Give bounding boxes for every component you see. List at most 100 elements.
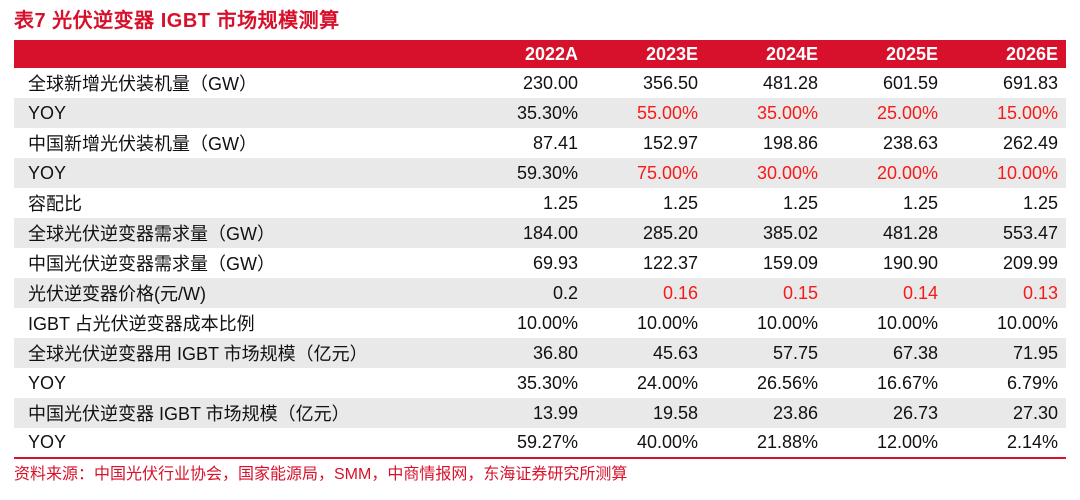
table-row: 全球光伏逆变器用 IGBT 市场规模（亿元） 36.80 45.63 57.75 67.…: [14, 338, 1066, 368]
row-label: 全球光伏逆变器需求量（GW）: [14, 218, 466, 248]
cell-value: 75.00%: [586, 158, 706, 188]
cell-value: 691.83: [1002, 72, 1058, 93]
cell-value: 1.25: [662, 192, 698, 213]
row-label: 容配比: [28, 194, 82, 214]
cell-value: 45.63: [586, 338, 706, 368]
column-header-year: 2025E: [826, 40, 946, 68]
table-title: 表7 光伏逆变器 IGBT 市场规模测算: [14, 10, 340, 32]
cell-value: 190.90: [882, 252, 938, 273]
source-note: 资料来源：中国光伏行业协会，国家能源局，SMM，中商情报网，东海证券研究所测算: [14, 466, 628, 483]
row-label: 全球新增光伏装机量（GW）: [28, 74, 257, 94]
column-header-year: 2022A: [466, 40, 586, 68]
table-row: YOY 35.30% 55.00% 35.00% 25.00% 15.00%: [14, 98, 1066, 128]
cell-value: 10.00%: [756, 312, 818, 333]
table-row: 中国新增光伏装机量（GW） 87.41 152.97 198.86 238.63 262.…: [14, 128, 1066, 158]
cell-value: 13.99: [466, 398, 586, 428]
cell-value: 36.80: [466, 338, 586, 368]
row-label: YOY: [28, 372, 67, 393]
table-row: 光伏逆变器价格(元/W) 0.2 0.16 0.15 0.14 0.13: [14, 278, 1066, 308]
cell-value: 16.67%: [876, 372, 938, 393]
table-row: YOY 35.30% 24.00% 26.56% 16.67% 6.79%: [14, 368, 1066, 398]
cell-value: 1.25: [1022, 192, 1058, 213]
igbt-market-size-table: 2022A 2023E 2024E 2025E 2026E 全球新增光伏装机量（GW） 2…: [14, 40, 1066, 459]
row-label: 全球光伏逆变器用 IGBT 市场规模（亿元）: [14, 338, 466, 368]
cell-value: 385.02: [706, 218, 826, 248]
cell-value: 55.00%: [586, 98, 706, 128]
cell-value: 69.93: [532, 252, 578, 273]
row-label: 中国光伏逆变器 IGBT 市场规模（亿元）: [14, 398, 466, 428]
cell-value: 285.20: [586, 218, 706, 248]
table-row: YOY 59.30% 75.00% 30.00% 20.00% 10.00%: [14, 158, 1066, 188]
row-label: 中国光伏逆变器需求量（GW）: [28, 254, 275, 274]
cell-value: 0.15: [706, 278, 826, 308]
cell-value: 230.00: [522, 72, 578, 93]
cell-value: 21.88%: [756, 432, 818, 452]
cell-value: 67.38: [826, 338, 946, 368]
cell-value: 30.00%: [706, 158, 826, 188]
cell-value: 601.59: [882, 72, 938, 93]
column-header-year: 2026E: [946, 40, 1066, 68]
cell-value: 40.00%: [636, 432, 698, 452]
table-row: 全球光伏逆变器需求量（GW） 184.00 285.20 385.02 481.28 55…: [14, 218, 1066, 248]
column-header-year: 2024E: [706, 40, 826, 68]
cell-value: 35.30%: [516, 372, 578, 393]
cell-value: 6.79%: [1006, 372, 1058, 393]
cell-value: 26.56%: [756, 372, 818, 393]
cell-value: 159.09: [762, 252, 818, 273]
cell-value: 27.30: [946, 398, 1066, 428]
table-row: YOY 59.27% 40.00% 21.88% 12.00% 2.14%: [14, 428, 1066, 458]
cell-value: 12.00%: [876, 432, 938, 452]
cell-value: 356.50: [642, 72, 698, 93]
column-header-metric: [14, 40, 466, 68]
cell-value: 19.58: [586, 398, 706, 428]
cell-value: 15.00%: [946, 98, 1066, 128]
cell-value: 0.2: [466, 278, 586, 308]
row-label: YOY: [28, 432, 67, 452]
table-row: 中国光伏逆变器 IGBT 市场规模（亿元） 13.99 19.58 23.86 26.7…: [14, 398, 1066, 428]
cell-value: 2.14%: [1006, 432, 1058, 452]
cell-value: 71.95: [946, 338, 1066, 368]
row-label: IGBT 占光伏逆变器成本比例: [28, 314, 255, 334]
cell-value: 481.28: [826, 218, 946, 248]
cell-value: 10.00%: [996, 312, 1058, 333]
table-row: 容配比 1.25 1.25 1.25 1.25 1.25: [14, 188, 1066, 218]
cell-value: 152.97: [642, 132, 698, 153]
cell-value: 1.25: [782, 192, 818, 213]
cell-value: 1.25: [902, 192, 938, 213]
cell-value: 0.14: [826, 278, 946, 308]
cell-value: 23.86: [706, 398, 826, 428]
cell-value: 1.25: [542, 192, 578, 213]
cell-value: 10.00%: [516, 312, 578, 333]
cell-value: 35.00%: [706, 98, 826, 128]
cell-value: 87.41: [532, 132, 578, 153]
cell-value: 238.63: [882, 132, 938, 153]
row-label: 光伏逆变器价格(元/W): [14, 278, 466, 308]
cell-value: 25.00%: [826, 98, 946, 128]
cell-value: 122.37: [642, 252, 698, 273]
cell-value: 59.30%: [466, 158, 586, 188]
cell-value: 57.75: [706, 338, 826, 368]
table-body: 全球新增光伏装机量（GW） 230.00 356.50 481.28 601.59 691…: [14, 68, 1066, 458]
cell-value: 0.13: [946, 278, 1066, 308]
cell-value: 0.16: [586, 278, 706, 308]
cell-value: 10.00%: [946, 158, 1066, 188]
cell-value: 26.73: [826, 398, 946, 428]
cell-value: 481.28: [762, 72, 818, 93]
cell-value: 198.86: [762, 132, 818, 153]
cell-value: 184.00: [466, 218, 586, 248]
table-row: 全球新增光伏装机量（GW） 230.00 356.50 481.28 601.59 691…: [14, 68, 1066, 98]
table-header: 2022A 2023E 2024E 2025E 2026E: [14, 40, 1066, 68]
cell-value: 20.00%: [826, 158, 946, 188]
cell-value: 59.27%: [516, 432, 578, 452]
cell-value: 553.47: [946, 218, 1066, 248]
cell-value: 35.30%: [466, 98, 586, 128]
cell-value: 209.99: [1002, 252, 1058, 273]
row-label: 中国新增光伏装机量（GW）: [28, 134, 257, 154]
header-row: 2022A 2023E 2024E 2025E 2026E: [14, 40, 1066, 68]
cell-value: 10.00%: [636, 312, 698, 333]
cell-value: 24.00%: [636, 372, 698, 393]
table-row: 中国光伏逆变器需求量（GW） 69.93 122.37 159.09 190.90 209…: [14, 248, 1066, 278]
row-label: YOY: [14, 98, 466, 128]
cell-value: 10.00%: [876, 312, 938, 333]
